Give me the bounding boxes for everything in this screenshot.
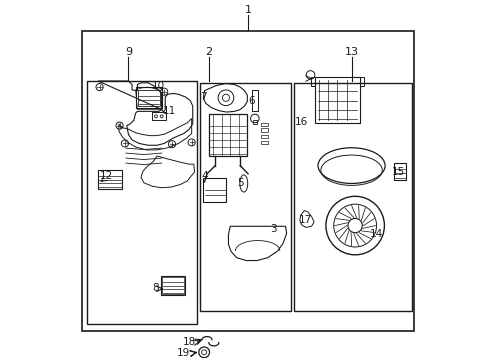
Bar	[260, 141, 267, 144]
Bar	[86, 81, 197, 324]
Bar	[260, 129, 267, 132]
Text: 17: 17	[299, 215, 312, 225]
Bar	[293, 83, 411, 311]
Text: 1: 1	[244, 5, 251, 15]
Bar	[310, 77, 315, 86]
Text: 14: 14	[369, 229, 383, 239]
Text: 12: 12	[100, 171, 113, 181]
Bar	[251, 90, 258, 111]
Text: 11: 11	[163, 106, 176, 116]
Text: 2: 2	[205, 48, 212, 58]
Bar	[203, 178, 225, 202]
Bar	[135, 87, 162, 108]
Bar	[200, 83, 290, 311]
Bar	[162, 277, 183, 294]
Text: 7: 7	[200, 92, 206, 102]
Bar	[260, 123, 267, 126]
Bar	[160, 275, 184, 295]
Bar	[208, 114, 247, 156]
Bar	[82, 31, 413, 331]
Bar	[315, 77, 359, 123]
Text: 13: 13	[344, 48, 358, 58]
Bar	[138, 90, 160, 106]
Text: 18: 18	[182, 337, 195, 347]
Text: 16: 16	[294, 117, 307, 127]
Text: 9: 9	[124, 48, 132, 58]
Text: 3: 3	[269, 224, 276, 234]
Text: 4: 4	[202, 171, 208, 181]
Text: 5: 5	[237, 178, 244, 188]
Text: 15: 15	[390, 167, 404, 177]
Text: 10: 10	[152, 81, 165, 91]
Bar	[253, 120, 256, 124]
Bar	[394, 163, 405, 180]
Bar	[359, 77, 364, 86]
Text: 8: 8	[152, 283, 158, 293]
Text: 6: 6	[248, 96, 254, 105]
Bar	[151, 112, 165, 120]
Text: 19: 19	[177, 348, 190, 358]
Bar	[260, 135, 267, 138]
Bar	[98, 170, 122, 189]
